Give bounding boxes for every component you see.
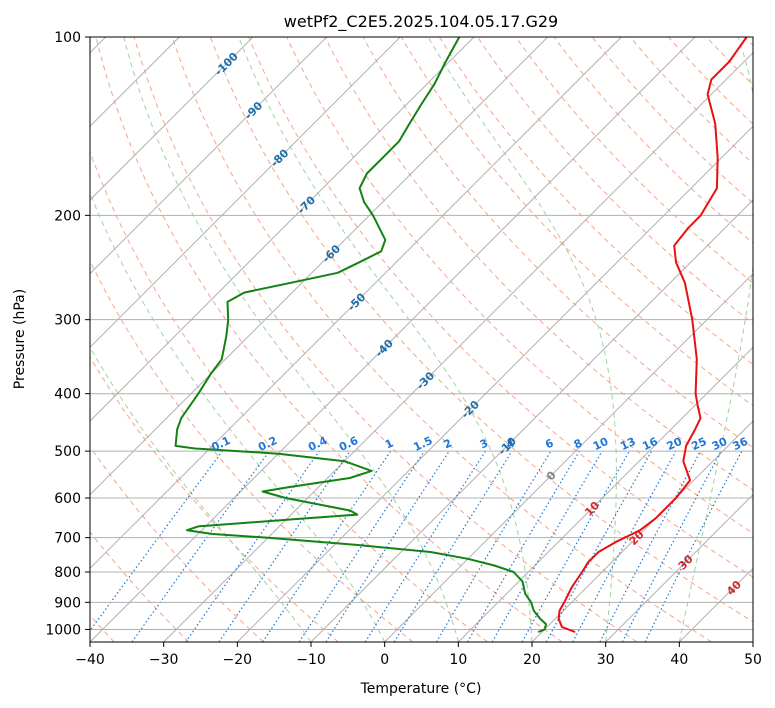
x-tick-label: −40 xyxy=(75,652,105,668)
y-tick-label: 500 xyxy=(54,444,81,460)
mixing-ratio-line xyxy=(545,450,653,642)
dewpoint-line xyxy=(174,37,548,633)
isotherm-line xyxy=(90,37,401,349)
dry-adiabat-line xyxy=(90,259,414,642)
isotherm-line xyxy=(90,37,622,570)
background-lines-layer xyxy=(90,37,753,642)
isotherm-line xyxy=(384,272,753,642)
y-axis-label: Pressure (hPa) xyxy=(12,289,28,389)
dry-adiabat-line xyxy=(438,37,753,365)
isotherm-line xyxy=(457,346,753,642)
isotherm-line xyxy=(90,37,696,642)
y-axis: 1000 900 800 700 600 500 400 300 200 100 xyxy=(45,30,90,638)
mixing-ratio-label: 30 xyxy=(710,435,730,453)
sounding-series-layer xyxy=(174,37,748,633)
isotherm-line xyxy=(90,37,475,422)
mixing-ratio-line xyxy=(521,450,631,642)
dry-adiabat-line xyxy=(95,37,563,642)
mixing-ratio-label: 13 xyxy=(618,435,637,453)
plot-frame xyxy=(89,36,754,643)
chart-title: wetPf2_C2E5.2025.104.05.17.G29 xyxy=(284,12,558,32)
dry-adiabat-line xyxy=(400,37,753,407)
dry-adiabat-line xyxy=(90,531,190,642)
dry-adiabat-line xyxy=(133,37,638,642)
x-tick-label: 30 xyxy=(597,652,615,668)
isotherm-line xyxy=(531,420,753,642)
y-tick-label: 100 xyxy=(54,30,81,46)
moist-adiabat-line xyxy=(427,37,617,642)
x-tick-label: 20 xyxy=(523,652,541,668)
mixing-ratio-line xyxy=(90,450,223,632)
pressure-grid-layer xyxy=(90,37,753,630)
temperature-line xyxy=(557,37,748,633)
isotherm-line xyxy=(90,37,254,201)
y-tick-label: 1000 xyxy=(45,622,81,638)
mixing-ratio-label: 16 xyxy=(640,435,660,453)
dry-adiabat-line xyxy=(324,37,753,491)
moist-adiabat-line xyxy=(90,346,312,642)
y-tick-label: 200 xyxy=(54,208,81,224)
mixing-ratio-line xyxy=(262,450,392,642)
dry-adiabat-line xyxy=(210,37,753,623)
x-tick-label: 40 xyxy=(670,652,688,668)
y-tick-label: 300 xyxy=(54,313,81,329)
mixing-ratio-line xyxy=(325,450,450,642)
moist-adiabat-line xyxy=(123,37,459,642)
x-tick-label: −20 xyxy=(223,652,253,668)
mixing-ratio-line xyxy=(644,450,743,642)
y-tick-label: 800 xyxy=(54,565,81,581)
x-axis: −40 −30 −20 −10 0 10 20 30 40 50 xyxy=(75,642,762,668)
moist-adiabat-line xyxy=(90,191,386,642)
y-tick-label: 400 xyxy=(54,387,81,403)
mixing-ratio-label: 10 xyxy=(591,435,611,453)
isotherm-line xyxy=(163,51,753,642)
x-tick-label: 0 xyxy=(380,652,389,668)
mixing-ratio-label: 20 xyxy=(665,435,685,453)
isotherm-line xyxy=(605,493,753,642)
mixing-ratio-line xyxy=(218,450,351,642)
mixing-ratio-line xyxy=(393,450,513,642)
x-tick-label: 50 xyxy=(744,652,762,668)
plot-area xyxy=(90,37,753,642)
dry-adiabat-line xyxy=(248,37,753,578)
x-tick-label: −10 xyxy=(296,652,326,668)
mixing-ratio-line xyxy=(131,450,270,642)
isotherm-line xyxy=(90,37,549,496)
mixing-ratio-line xyxy=(185,450,320,642)
mixing-ratio-label: 25 xyxy=(689,435,708,453)
y-tick-label: 600 xyxy=(54,491,81,507)
isotherm-line xyxy=(310,199,753,642)
x-axis-label: Temperature (°C) xyxy=(360,681,482,697)
dry-adiabat-line xyxy=(286,37,753,534)
isotherm-line xyxy=(236,125,753,642)
y-tick-label: 900 xyxy=(54,595,81,611)
isotherm-line xyxy=(90,37,328,275)
mixing-ratio-line xyxy=(298,450,425,642)
mixing-ratio-label: 36 xyxy=(731,435,751,453)
y-tick-label: 700 xyxy=(54,531,81,547)
mixing-ratio-line xyxy=(572,450,677,642)
moist-adiabat-line xyxy=(678,37,753,642)
x-tick-label: 10 xyxy=(449,652,467,668)
x-tick-label: −30 xyxy=(149,652,179,668)
